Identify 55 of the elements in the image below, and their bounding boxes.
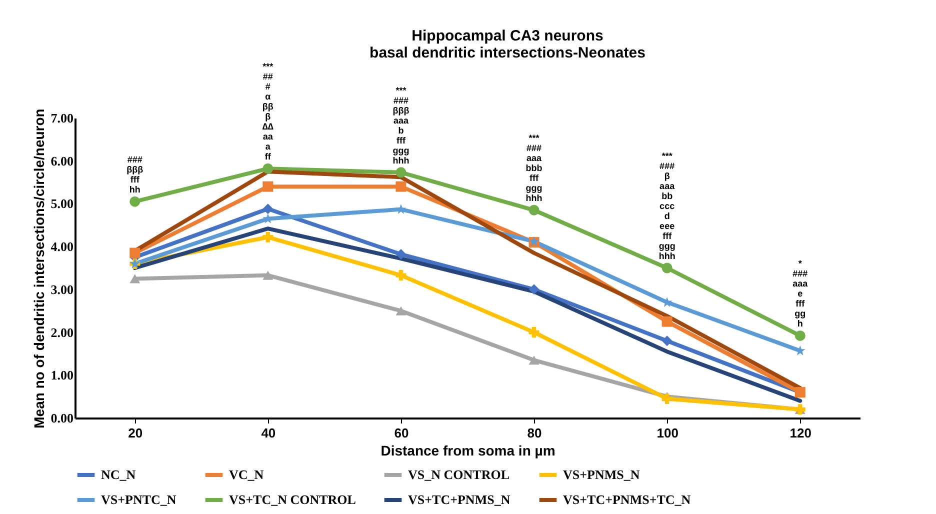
legend-label: VS+TC+PNMS_N (408, 492, 511, 507)
point (262, 232, 274, 242)
point (396, 204, 406, 214)
point (396, 167, 406, 178)
text: Hippocampal CA3 neurons (412, 28, 604, 45)
x-tick-label: 120 (790, 426, 812, 440)
y-tick-label: 4.00 (50, 239, 74, 254)
legend-label: VC_N (229, 467, 264, 482)
y-tick-label: 0.00 (50, 410, 74, 426)
annotation: *** ### aaa bbb fff ggg hhh (526, 133, 543, 204)
legend-label: VS+PNTC_N (101, 492, 177, 507)
point (662, 316, 672, 327)
y-tick-label: 3.00 (50, 282, 74, 297)
y-tick-label: 7.00 (50, 110, 74, 126)
x-tick-label: 60 (394, 426, 409, 440)
x-tick-label: 40 (261, 426, 276, 440)
legend-label: NC_N (101, 467, 136, 482)
point (662, 336, 672, 346)
point (528, 284, 540, 295)
point (662, 262, 672, 274)
point (528, 327, 540, 338)
point (130, 274, 140, 284)
point (528, 204, 540, 216)
point (396, 249, 406, 260)
annotation: ccc d eee fff ggg hhh (658, 201, 676, 261)
point (130, 196, 140, 207)
point (396, 306, 406, 316)
y-tick-label: 2.00 (50, 324, 74, 340)
point (528, 356, 540, 365)
x-tick-label: 100 (656, 426, 678, 440)
legend-label: VS+TC_N CONTROL (229, 492, 356, 507)
x-tick-label: 80 (527, 426, 542, 440)
y-tick-label: 5.00 (50, 196, 74, 212)
legend-label: VS_N CONTROL (408, 467, 510, 482)
y-tick-label: 6.00 (50, 153, 74, 168)
legend-label: VS+TC+PNMS+TC_N (563, 492, 692, 507)
point (794, 330, 806, 341)
text: basal dendritic intersections-Neonates (370, 44, 646, 62)
point (396, 181, 406, 192)
annotation: β ∆∆ aa a ff (262, 112, 274, 162)
annotation: * ### aaa e fff gg h (792, 258, 809, 329)
legend-label: VS+PNMS_N (563, 467, 640, 482)
x-axis-title: Distance from soma in µm (380, 442, 556, 458)
point (262, 270, 274, 280)
point (130, 248, 140, 258)
point (262, 163, 274, 174)
y-tick-label: 1.00 (50, 368, 74, 383)
y-axis-title: Mean no of dendritic intersections/circle/neuron (30, 108, 47, 428)
x-tick-label: 20 (128, 426, 143, 440)
point (262, 181, 274, 192)
point (396, 270, 406, 281)
annotation: *** ### βββ aaa b fff ggg hhh (392, 85, 410, 166)
point (662, 393, 672, 404)
annotation: ### βββ fff hh (126, 154, 144, 195)
point (262, 204, 274, 214)
